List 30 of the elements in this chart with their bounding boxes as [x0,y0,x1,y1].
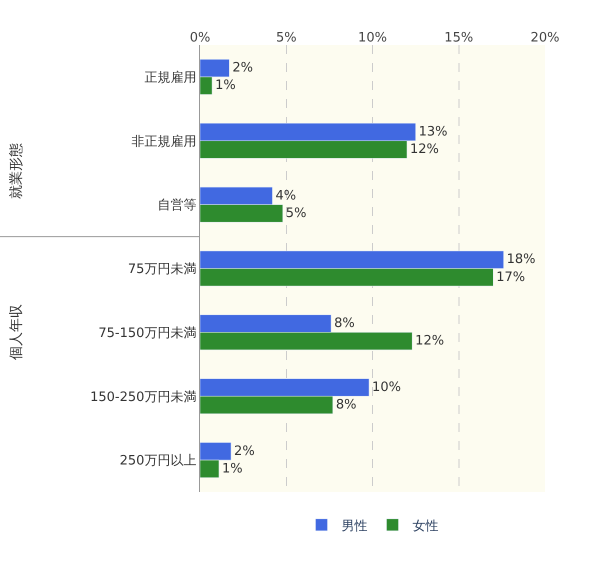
y-tick-label: 正規雇用 [144,69,196,86]
data-label: 12% [410,142,439,158]
data-label: 18% [506,252,536,268]
y-tick-label: 250万円以上 [120,454,196,469]
x-tick-label: 15% [444,30,474,46]
x-tick-label: 5% [276,30,297,46]
y-tick-label: 75万円未満 [128,262,196,278]
data-label: 4% [275,188,296,204]
y-tick-label: 自営等 [157,198,196,214]
y-tick-label: 75-150万円未満 [98,326,196,341]
data-label: 1% [222,461,243,476]
y-tick-label: 非正規雇用 [131,133,196,150]
data-label: 2% [234,444,255,459]
y-tick-label: 150-250万円未満 [90,390,196,405]
text: 就業形態 [8,142,25,199]
data-label: 5% [286,206,306,221]
data-label: 8% [334,316,355,332]
legend-label: 男性 [342,518,368,534]
data-label: 1% [215,78,236,94]
data-label: 13% [418,124,448,140]
data-label: 8% [336,397,356,412]
data-label: 10% [372,380,401,395]
data-label: 12% [415,334,444,349]
data-label: 17% [496,270,526,285]
data-label: 2% [232,60,253,76]
x-tick-label: 10% [358,30,387,46]
x-tick-label: 20% [530,30,560,46]
text: 個人年収 [8,304,24,360]
legend-label: 女性 [412,518,438,534]
x-tick-label: 0% [190,30,210,46]
